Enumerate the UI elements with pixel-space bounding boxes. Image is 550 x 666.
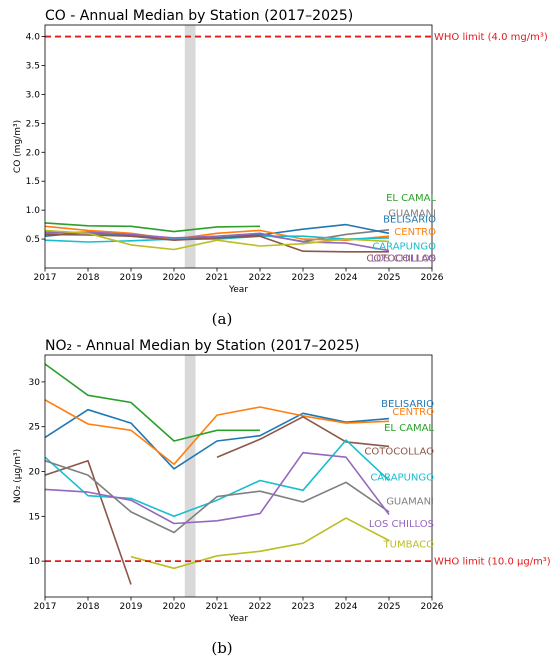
chart-b-reference-label: WHO limit (10.0 µg/m³) <box>434 557 550 568</box>
caption-b: (b) <box>211 639 232 657</box>
chart-a-x-tick-label: 2017 <box>34 273 57 283</box>
chart-b-title: NO₂ - Annual Median by Station (2017–202… <box>45 338 360 354</box>
chart-a-y-tick-label: 2.0 <box>26 148 41 158</box>
chart-a-series-cotocollao <box>45 233 389 253</box>
chart-a-y-tick-label: 0.5 <box>26 235 40 245</box>
chart-b-series-centro <box>45 399 390 466</box>
chart-b-x-tick-label: 2023 <box>292 602 315 612</box>
chart-b-series-los-chillos <box>45 451 390 525</box>
chart-b-label-tumbaco: TUMBACO <box>383 540 435 551</box>
chart-a-label-centro: CENTRO <box>394 227 436 238</box>
chart-b-series-el-camal <box>45 363 260 442</box>
chart-b-x-tick-label: 2024 <box>335 602 358 612</box>
chart-b-x-tick-label: 2019 <box>120 602 143 612</box>
chart-a-x-axis-label: Year <box>228 285 248 295</box>
chart-b-x-tick-label: 2020 <box>163 602 186 612</box>
chart-b-x-tick-label: 2022 <box>249 602 272 612</box>
chart-b-label-carapungo: CARAPUNGO <box>370 472 434 483</box>
chart-b-series-belisario <box>45 408 390 470</box>
chart-b-series-tumbaco <box>130 517 390 570</box>
chart-b-label-cotocollao: COTOCOLLAO <box>364 446 434 457</box>
chart-b: NO₂ - Annual Median by Station (2017–202… <box>13 338 550 624</box>
chart-a-frame <box>44 24 433 269</box>
chart-a-label-los-chillos: LOS CHILLOS <box>371 254 436 265</box>
chart-a-x-tick-label: 2020 <box>163 273 186 283</box>
chart-b-y-tick-label: 15 <box>29 512 40 522</box>
chart-a-title: CO - Annual Median by Station (2017–2025… <box>45 8 353 24</box>
chart-a-reference-label: WHO limit (4.0 mg/m³) <box>434 32 548 43</box>
chart-a: CO - Annual Median by Station (2017–2025… <box>13 8 548 295</box>
chart-a-x-tick-label: 2019 <box>120 273 143 283</box>
chart-b-y-tick-label: 10 <box>29 557 41 567</box>
chart-a-shaded-band <box>184 25 196 268</box>
chart-a-label-belisario: BELISARIO <box>383 214 436 225</box>
chart-b-x-axis-label: Year <box>228 614 248 624</box>
chart-b-shaded-band <box>184 355 196 597</box>
chart-a-y-axis-label: CO (mg/m³) <box>13 120 23 173</box>
chart-b-frame <box>44 354 433 598</box>
chart-b-x-tick-label: 2017 <box>34 602 57 612</box>
chart-a-series-el-camal <box>45 222 261 233</box>
chart-b-y-axis-label: NO₂ (µg/m³) <box>13 449 23 503</box>
chart-a-y-tick-label: 3.0 <box>26 90 41 100</box>
chart-b-x-tick-label: 2021 <box>206 602 229 612</box>
chart-a-x-tick-label: 2025 <box>378 273 401 283</box>
chart-b-label-centro: CENTRO <box>392 407 434 418</box>
chart-b-y-tick-label: 25 <box>29 423 40 433</box>
chart-b-label-guamani: GUAMANI <box>386 497 434 508</box>
chart-b-x-tick-label: 2026 <box>421 602 444 612</box>
chart-b-label-belisario: BELISARIO <box>381 399 434 410</box>
caption-a: (a) <box>212 310 233 328</box>
chart-a-label-carapungo: CARAPUNGO <box>372 242 436 253</box>
chart-b-x-tick-label: 2018 <box>77 602 100 612</box>
chart-a-y-tick-label: 1.5 <box>26 177 40 187</box>
chart-b-series-carapungo <box>45 439 390 518</box>
chart-a-y-tick-label: 4.0 <box>26 33 41 43</box>
chart-a-series-tumbaco <box>45 229 390 251</box>
chart-b-x-tick-label: 2025 <box>378 602 401 612</box>
chart-a-x-tick-label: 2022 <box>249 273 272 283</box>
chart-b-y-tick-label: 30 <box>29 378 41 388</box>
chart-a-x-tick-label: 2026 <box>421 273 444 283</box>
chart-a-y-tick-label: 1.0 <box>26 206 41 216</box>
chart-a-series-los-chillos <box>45 231 390 252</box>
chart-b-label-los-chillos: LOS CHILLOS <box>369 519 434 530</box>
chart-a-series-carapungo <box>45 235 390 243</box>
chart-a-label-el-camal: EL CAMAL <box>386 193 436 204</box>
chart-a-y-tick-label: 2.5 <box>26 119 40 129</box>
chart-a-x-tick-label: 2024 <box>335 273 358 283</box>
chart-a-label-guamani: GUAMANI <box>388 209 436 220</box>
chart-a-x-tick-label: 2023 <box>292 273 315 283</box>
chart-a-label-cotocollao: COTOCOLLAO <box>366 254 436 265</box>
chart-a-x-tick-label: 2018 <box>77 273 100 283</box>
chart-b-series-guamani <box>45 460 390 534</box>
chart-b-label-el-camal: EL CAMAL <box>384 423 434 434</box>
chart-a-y-tick-label: 3.5 <box>26 62 40 72</box>
chart-a-x-tick-label: 2021 <box>206 273 229 283</box>
chart-b-y-tick-label: 20 <box>29 468 41 478</box>
